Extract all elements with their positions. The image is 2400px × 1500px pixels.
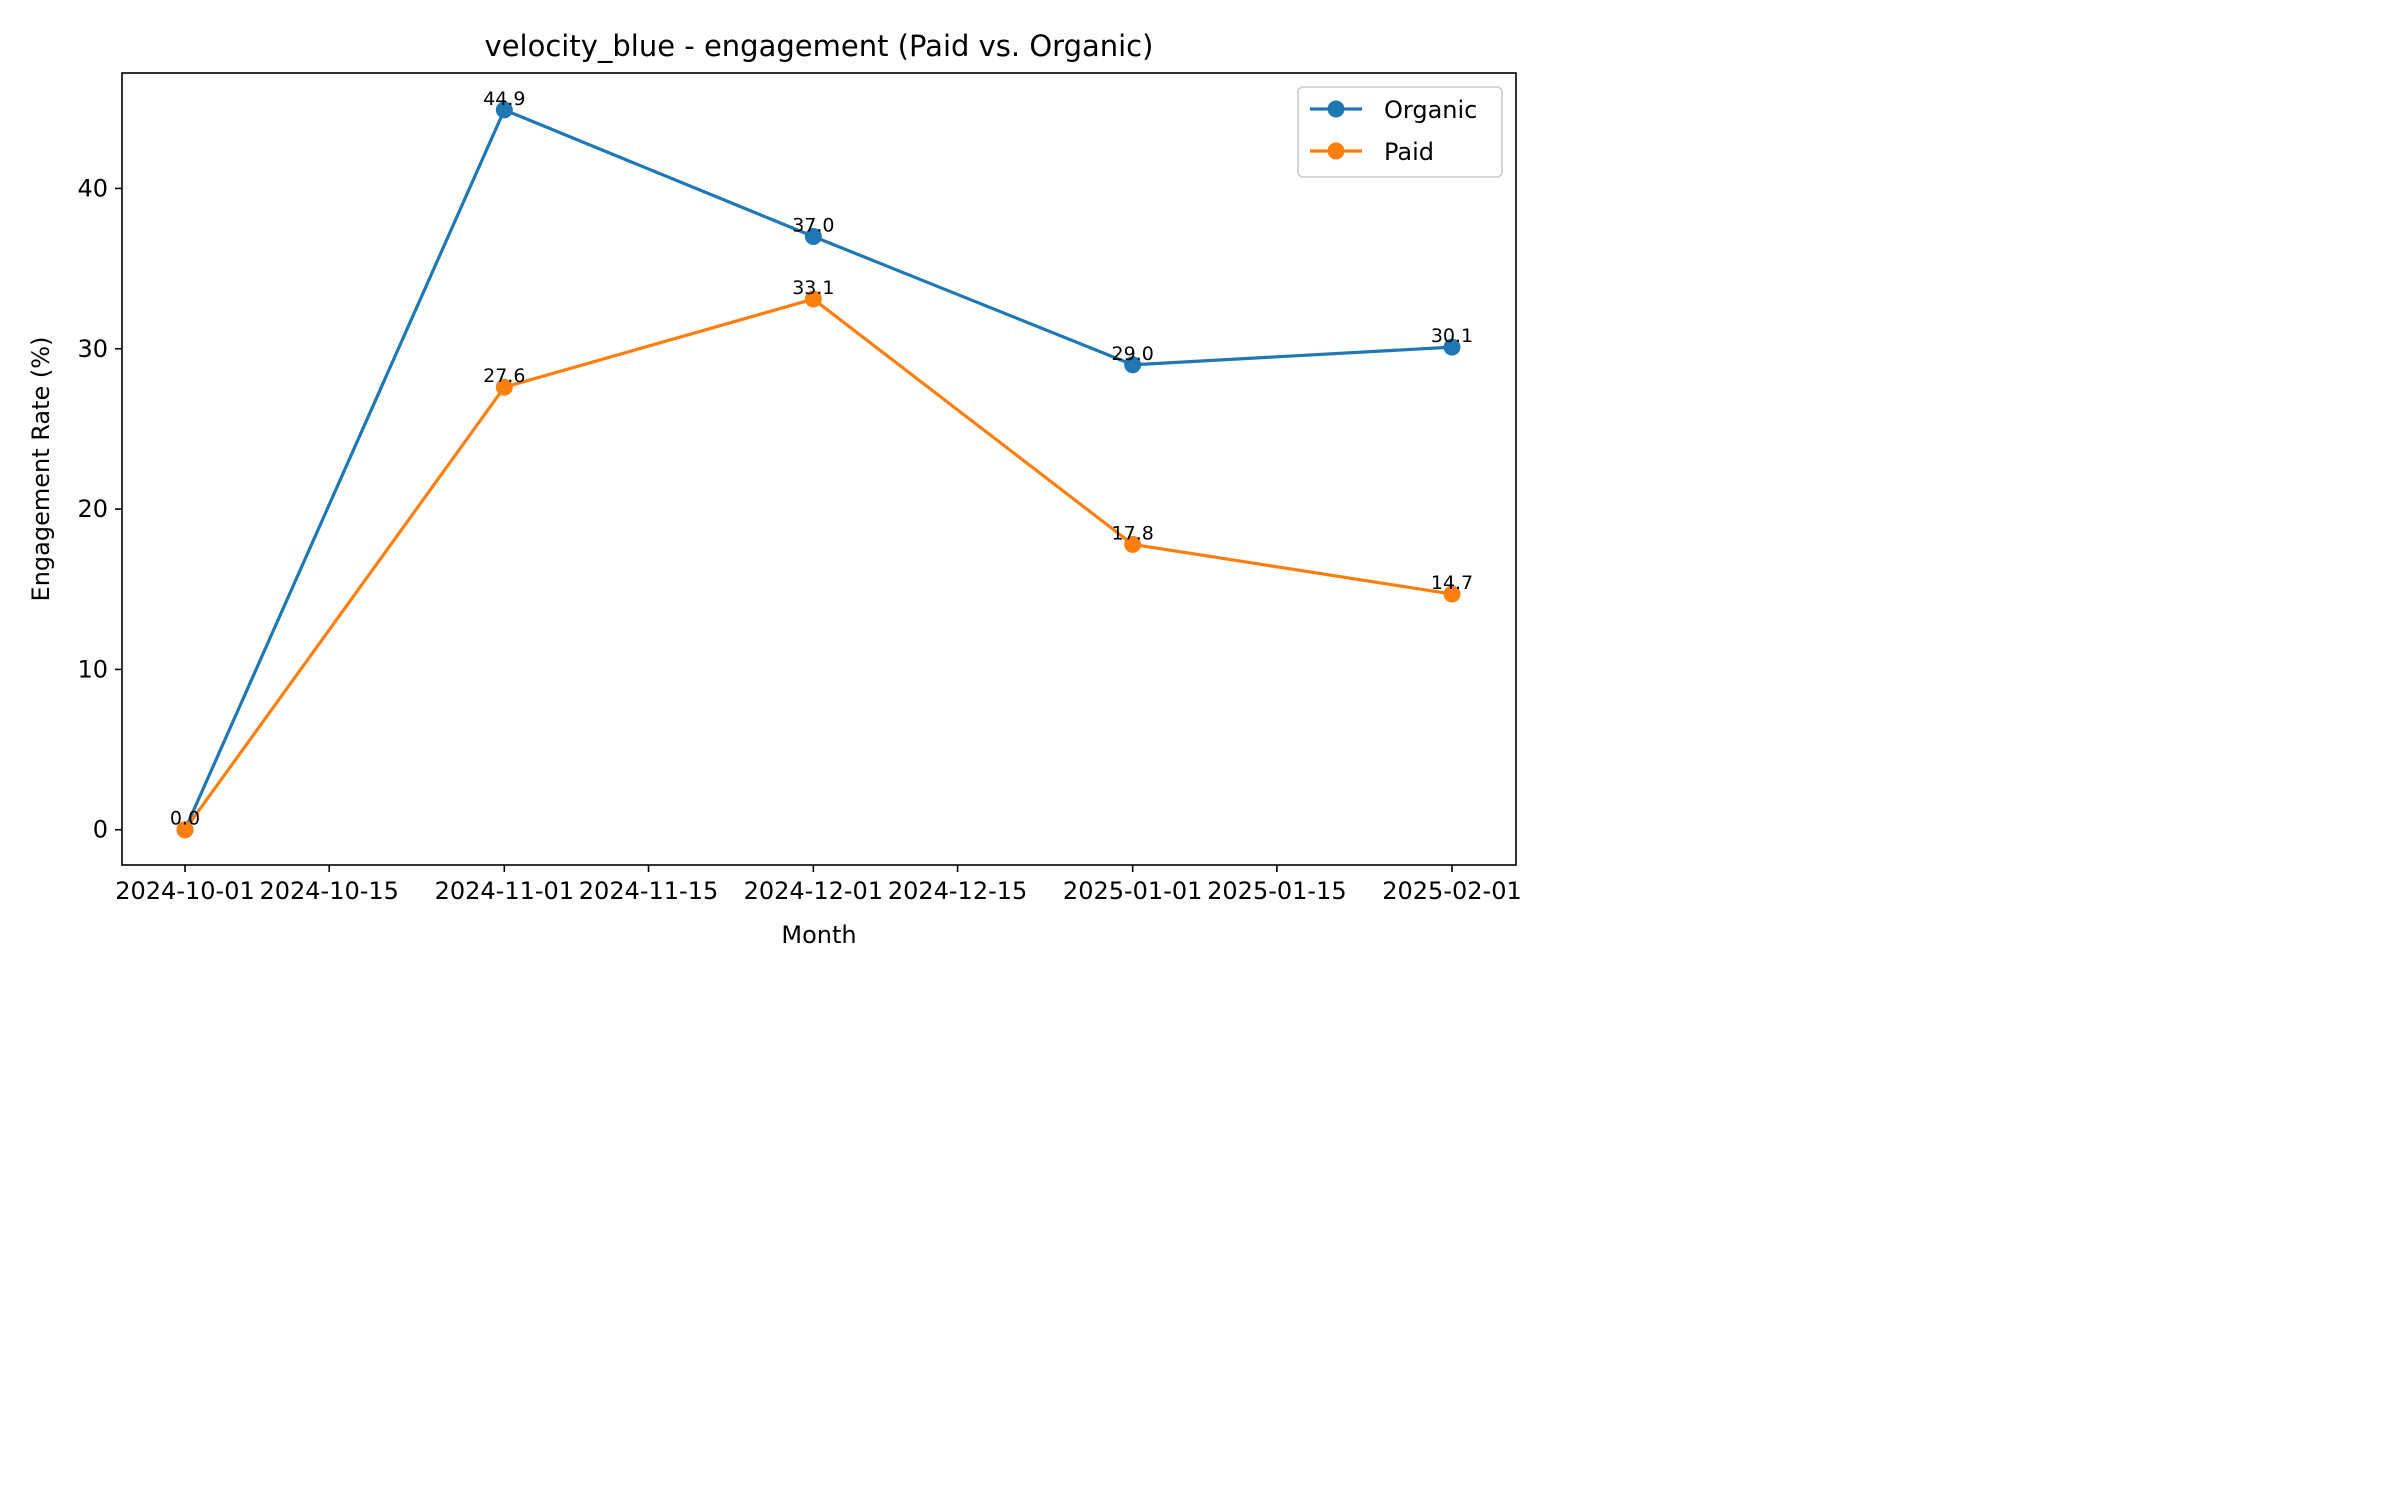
x-tick-label: 2024-11-15 bbox=[579, 877, 718, 905]
x-tick-label: 2024-10-01 bbox=[115, 877, 254, 905]
y-axis-title: Engagement Rate (%) bbox=[27, 337, 55, 602]
data-label: 27.6 bbox=[483, 365, 525, 387]
x-tick-label: 2025-01-01 bbox=[1063, 877, 1202, 905]
chart-title: velocity_blue - engagement (Paid vs. Org… bbox=[485, 29, 1154, 63]
data-label: 29.0 bbox=[1112, 343, 1154, 365]
x-tick-label: 2024-11-01 bbox=[435, 877, 574, 905]
x-axis: 2024-10-01 2024-10-15 2024-11-01 2024-11-15… bbox=[115, 865, 1522, 905]
y-tick-label: 20 bbox=[77, 495, 108, 523]
data-label: 14.7 bbox=[1431, 572, 1473, 594]
data-point-paid bbox=[804, 290, 822, 308]
data-label: 44.9 bbox=[483, 88, 525, 110]
legend-label: Organic bbox=[1384, 96, 1477, 124]
x-tick-label: 2024-12-15 bbox=[888, 877, 1027, 905]
data-label: 0.0 bbox=[170, 808, 200, 830]
data-label: 30.1 bbox=[1431, 325, 1473, 347]
data-point-organic bbox=[1443, 338, 1461, 356]
data-point-paid bbox=[495, 378, 513, 396]
plot-area: 0.0 44.9 37.0 29.0 30.1 27.6 33.1 17.8 14.7 bbox=[170, 88, 1473, 839]
x-tick-label: 2025-01-15 bbox=[1207, 877, 1346, 905]
plot-frame bbox=[121, 72, 1517, 866]
data-point-organic bbox=[1124, 356, 1142, 374]
line-chart: velocity_blue - engagement (Paid vs. Org… bbox=[27, 29, 1522, 949]
data-label: 33.1 bbox=[792, 277, 834, 299]
legend: Organic Paid bbox=[1297, 86, 1503, 178]
series-line-paid bbox=[183, 297, 1454, 832]
legend-marker bbox=[1327, 100, 1345, 118]
legend-label: Paid bbox=[1384, 138, 1434, 166]
data-point-organic bbox=[804, 228, 822, 246]
data-point-paid bbox=[1443, 585, 1461, 603]
y-tick-label: 30 bbox=[77, 335, 108, 363]
legend-marker bbox=[1327, 142, 1345, 160]
data-label: 37.0 bbox=[792, 215, 834, 237]
y-tick-label: 10 bbox=[77, 655, 108, 683]
data-point-paid bbox=[176, 821, 194, 839]
data-point-organic bbox=[495, 101, 513, 119]
y-tick-label: 40 bbox=[77, 174, 108, 202]
data-point-paid bbox=[1124, 535, 1142, 553]
x-tick-label: 2025-02-01 bbox=[1382, 877, 1521, 905]
x-tick-label: 2024-12-01 bbox=[744, 877, 883, 905]
y-axis: 0 10 20 30 40 bbox=[77, 174, 122, 844]
x-tick-label: 2024-10-15 bbox=[259, 877, 398, 905]
y-tick-label: 0 bbox=[93, 816, 108, 844]
x-axis-title: Month bbox=[781, 921, 856, 949]
data-label: 17.8 bbox=[1112, 522, 1154, 544]
